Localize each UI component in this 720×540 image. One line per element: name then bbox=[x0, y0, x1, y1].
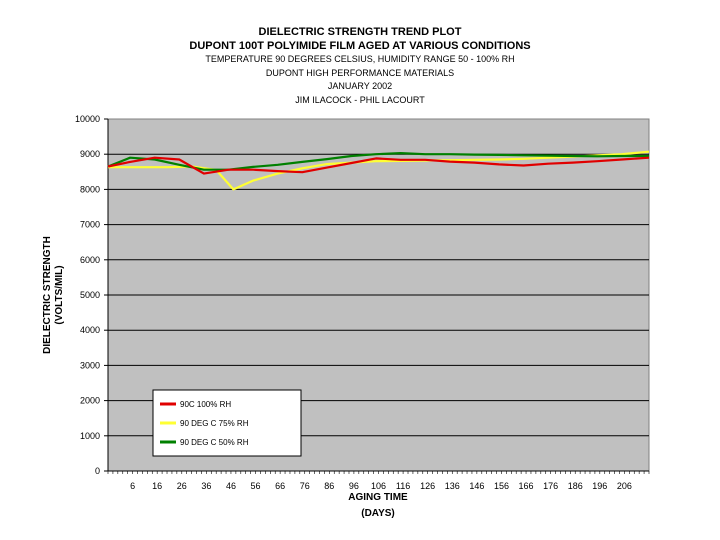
y-tick-label: 1000 bbox=[80, 431, 100, 441]
x-tick-label: 116 bbox=[396, 481, 410, 491]
x-tick-label: 46 bbox=[226, 481, 236, 491]
x-tick-label: 146 bbox=[469, 481, 484, 491]
chart-title: DIELECTRIC STRENGTH TREND PLOT bbox=[258, 26, 462, 38]
chart-authors: JIM ILACOCK - PHIL LACOURT bbox=[295, 94, 425, 105]
x-axis-title: AGING TIME bbox=[348, 492, 408, 503]
y-tick-label: 7000 bbox=[80, 220, 100, 230]
legend-entry: 90C 100% RH bbox=[180, 400, 231, 409]
y-tick-label: 3000 bbox=[80, 360, 100, 370]
y-tick-label: 0 bbox=[95, 466, 100, 476]
x-tick-label: 186 bbox=[568, 481, 583, 491]
legend-entry: 90 DEG C 75% RH bbox=[180, 419, 249, 428]
x-tick-label: 86 bbox=[324, 481, 334, 491]
x-tick-label: 106 bbox=[371, 481, 386, 491]
legend-box bbox=[152, 389, 302, 457]
x-tick-label: 156 bbox=[494, 481, 509, 491]
y-tick-label: 2000 bbox=[80, 396, 100, 406]
chart-titles: DIELECTRIC STRENGTH TREND PLOT DUPONT 10… bbox=[0, 26, 720, 107]
x-tick-label: 6 bbox=[130, 481, 135, 491]
chart-date: JANUARY 2002 bbox=[327, 81, 393, 91]
y-tick-label: 9000 bbox=[80, 149, 100, 159]
x-tick-label: 16 bbox=[152, 481, 162, 491]
x-tick-label: 96 bbox=[349, 481, 359, 491]
chart-subtitle: DUPONT 100T POLYIMIDE FILM AGED AT VARIO… bbox=[189, 39, 531, 52]
y-tick-label: 5000 bbox=[80, 290, 100, 300]
x-tick-label: 176 bbox=[543, 481, 558, 491]
y-axis-title: DIELECTRIC STRENGTH bbox=[42, 236, 53, 354]
y-tick-label: 10000 bbox=[75, 114, 100, 124]
x-axis-units: (DAYS) bbox=[361, 508, 395, 519]
x-tick-label: 196 bbox=[592, 481, 607, 491]
chart-organization: DUPONT HIGH PERFORMANCE MATERIALS bbox=[265, 67, 455, 78]
x-tick-label: 136 bbox=[445, 481, 460, 491]
legend-entry: 90 DEG C 50% RH bbox=[180, 438, 249, 447]
legend: 90C 100% RH 90 DEG C 75% RH 90 DEG C 50% R… bbox=[152, 389, 302, 457]
x-tick-label: 76 bbox=[300, 481, 310, 491]
y-tick-label: 8000 bbox=[80, 184, 100, 194]
x-tick-label: 166 bbox=[519, 481, 534, 491]
chart-conditions: TEMPERATURE 90 DEGREES CELSIUS, HUMIDITY… bbox=[205, 54, 515, 64]
x-tick-label: 206 bbox=[617, 481, 632, 491]
series-line-90c-100-rh bbox=[107, 156, 650, 175]
y-tick-label: 6000 bbox=[80, 255, 100, 265]
y-axis-units: (VOLTS/MIL) bbox=[54, 265, 65, 324]
x-tick-label: 26 bbox=[177, 481, 187, 491]
y-tick-label: 4000 bbox=[80, 325, 100, 335]
x-tick-label: 36 bbox=[201, 481, 211, 491]
x-tick-label: 56 bbox=[251, 481, 261, 491]
x-tick-label: 66 bbox=[275, 481, 285, 491]
x-tick-label: 126 bbox=[420, 481, 435, 491]
